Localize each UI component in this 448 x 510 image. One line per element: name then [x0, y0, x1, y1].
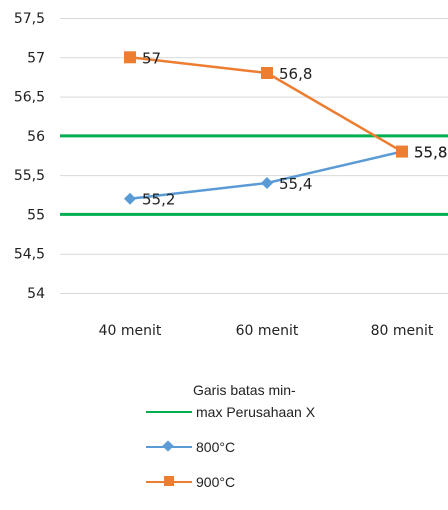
- line-chart: 54 54,5 55 55,5 56 56,5 57 57,5 40 menit 60 meni…: [14, 11, 448, 339]
- y-tick-label: 54: [27, 286, 45, 302]
- data-point: [261, 177, 273, 189]
- legend-label-900: 900°C: [196, 474, 236, 490]
- legend-label-reference-1: Garis batas min-: [193, 382, 296, 398]
- y-axis-ticks: 54 54,5 55 55,5 56 56,5 57 57,5: [14, 11, 45, 302]
- data-label: 56,8: [279, 65, 312, 83]
- legend-label-800: 800°C: [196, 439, 236, 455]
- square-marker-icon: [164, 476, 174, 486]
- y-tick-label: 56: [27, 129, 45, 145]
- y-tick-label: 57,5: [14, 11, 45, 27]
- x-axis-ticks: 40 menit 60 menit 80 menit: [99, 323, 434, 339]
- data-label: 55,8: [414, 144, 447, 162]
- legend-item-reference-line: max Perusahaan X: [146, 404, 315, 420]
- x-tick-label: 40 menit: [99, 323, 162, 339]
- data-label: 55,4: [279, 175, 312, 193]
- legend-item-800: 800°C: [146, 439, 235, 455]
- legend-item-reference: Garis batas min-: [193, 382, 296, 398]
- data-label: 57: [142, 49, 161, 67]
- data-series: [124, 51, 408, 205]
- y-tick-label: 55,5: [14, 168, 45, 184]
- legend-swatch-reference: [146, 411, 192, 413]
- legend-label-reference-2: max Perusahaan X: [196, 404, 316, 420]
- data-point: [261, 67, 273, 79]
- reference-lines: [60, 134, 448, 216]
- legend-swatch-800: [146, 440, 192, 452]
- y-tick-label: 57: [27, 50, 45, 66]
- data-label: 55,8: [414, 144, 447, 162]
- data-point: [124, 192, 136, 205]
- y-tick-label: 54,5: [14, 247, 45, 263]
- legend-item-900: 900°C: [146, 474, 235, 490]
- x-tick-label: 80 menit: [371, 323, 434, 339]
- data-point: [124, 51, 136, 64]
- legend-swatch-900: [146, 476, 192, 486]
- diamond-marker-icon: [162, 440, 174, 452]
- y-tick-label: 56,5: [14, 90, 45, 106]
- gridlines: [60, 18, 448, 294]
- data-point: [396, 145, 408, 158]
- y-tick-label: 55: [27, 207, 45, 223]
- data-label: 55,2: [142, 191, 175, 209]
- x-tick-label: 60 menit: [236, 323, 299, 339]
